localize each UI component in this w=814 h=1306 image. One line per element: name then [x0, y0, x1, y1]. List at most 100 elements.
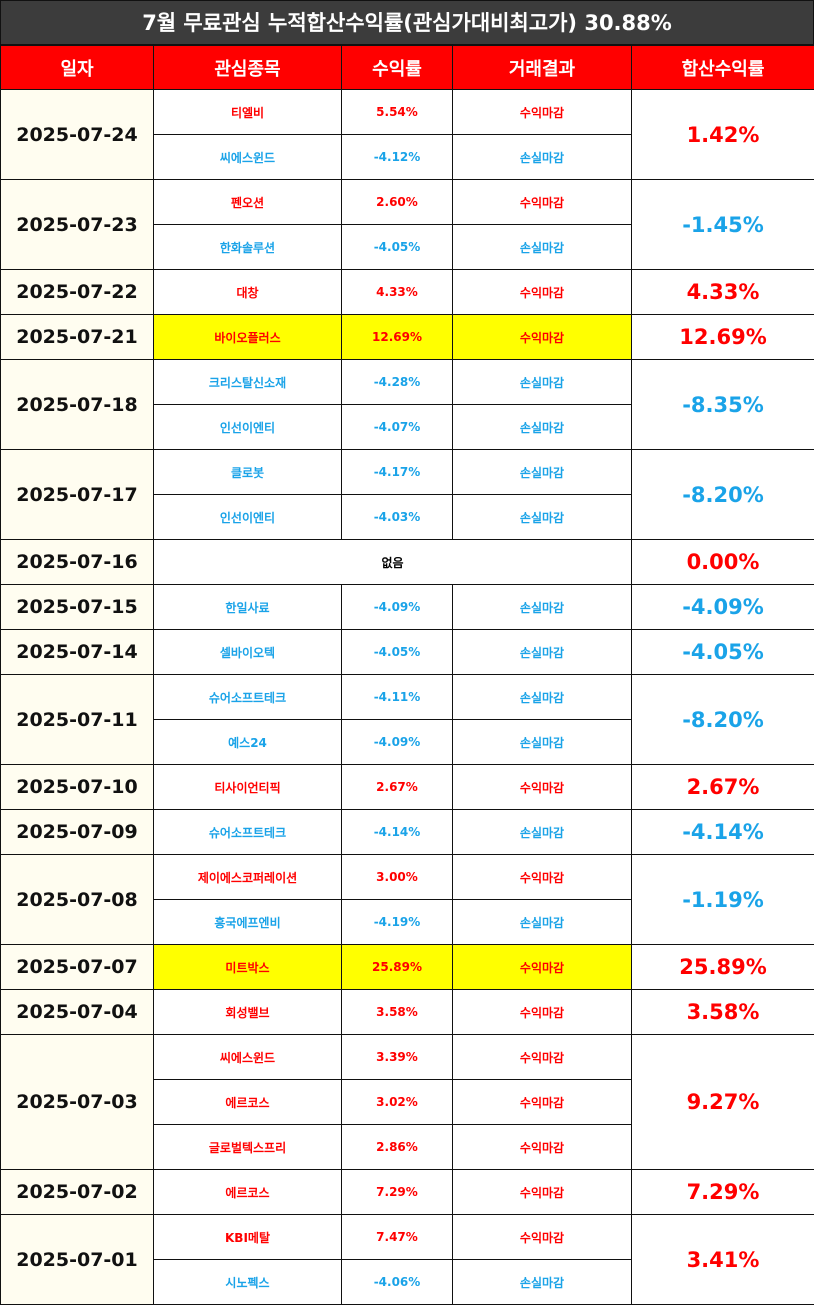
- result-cell: 손실마감: [452, 359, 632, 405]
- result-cell: 수익마감: [452, 764, 632, 810]
- date-cell: 2025-07-16: [0, 539, 154, 585]
- table-row: 2025-07-09 슈어소프트테크 -4.14% 손실마감 -4.14%: [0, 809, 814, 855]
- result-cell: 손실마감: [452, 629, 632, 675]
- return-cell: 4.33%: [341, 269, 453, 315]
- return-cell: 3.58%: [341, 989, 453, 1035]
- table-row: 2025-07-01 KBI메탈 7.47% 수익마감 3.41%: [0, 1214, 814, 1305]
- total-return-cell: 25.89%: [631, 944, 814, 990]
- header-date: 일자: [0, 45, 154, 90]
- result-cell: 손실마감: [452, 404, 632, 450]
- stock-name-cell: 시노펙스: [153, 1259, 342, 1305]
- return-cell: 25.89%: [341, 944, 453, 990]
- result-cell: 손실마감: [452, 1259, 632, 1305]
- table-row: 한화솔루션 -4.05% 손실마감: [1, 224, 814, 270]
- table-row: 에르코스 3.02% 수익마감: [1, 1079, 814, 1125]
- stock-name-cell: 대창: [153, 269, 342, 315]
- stock-name-cell: 티사이언티픽: [153, 764, 342, 810]
- table-row: 2025-07-07 미트박스 25.89% 수익마감 25.89%: [0, 944, 814, 990]
- return-cell: -4.11%: [341, 674, 453, 720]
- stock-name-cell: 크리스탈신소재: [153, 359, 342, 405]
- return-cell: -4.05%: [341, 224, 453, 270]
- result-cell: 수익마감: [452, 1214, 632, 1260]
- total-return-cell: -4.14%: [631, 809, 814, 855]
- return-cell: -4.03%: [341, 494, 453, 540]
- total-return-cell: 9.27%: [631, 1034, 814, 1170]
- table-row: 2025-07-02 에르코스 7.29% 수익마감 7.29%: [0, 1169, 814, 1215]
- stock-name-cell: 셀바이오텍: [153, 629, 342, 675]
- header-result: 거래결과: [452, 45, 632, 90]
- date-cell: 2025-07-09: [0, 809, 154, 855]
- return-cell: -4.17%: [341, 449, 453, 495]
- table-row: 2025-07-18 크리스탈신소재 -4.28% 손실마감 -8.35%: [0, 359, 814, 450]
- result-cell: 수익마감: [452, 854, 632, 900]
- total-return-cell: -8.20%: [631, 674, 814, 765]
- return-cell: -4.05%: [341, 629, 453, 675]
- date-cell: 2025-07-07: [0, 944, 154, 990]
- stock-name-cell: 글로벌텍스프리: [153, 1124, 342, 1170]
- stock-name-cell: 한화솔루션: [153, 224, 342, 270]
- table-row: 인선이엔티 -4.07% 손실마감: [1, 404, 814, 450]
- date-cell: 2025-07-01: [0, 1214, 154, 1305]
- return-cell: -4.12%: [341, 134, 453, 180]
- total-return-cell: 7.29%: [631, 1169, 814, 1215]
- date-cell: 2025-07-21: [0, 314, 154, 360]
- table-row: 씨에스윈드 -4.12% 손실마감: [1, 134, 814, 180]
- return-cell: 12.69%: [341, 314, 453, 360]
- date-cell: 2025-07-22: [0, 269, 154, 315]
- table-row: 흥국에프엔비 -4.19% 손실마감: [1, 899, 814, 945]
- stock-name-cell: 클로봇: [153, 449, 342, 495]
- total-return-cell: 4.33%: [631, 269, 814, 315]
- stock-name-cell: 인선이엔티: [153, 494, 342, 540]
- stock-name-cell: 인선이엔티: [153, 404, 342, 450]
- result-cell: 수익마감: [452, 269, 632, 315]
- stock-name-cell: 제이에스코퍼레이션: [153, 854, 342, 900]
- date-cell: 2025-07-17: [0, 449, 154, 540]
- total-return-cell: -4.05%: [631, 629, 814, 675]
- table-row: 시노펙스 -4.06% 손실마감: [1, 1259, 814, 1305]
- return-cell: 3.39%: [341, 1034, 453, 1080]
- return-cell: 7.29%: [341, 1169, 453, 1215]
- date-cell: 2025-07-08: [0, 854, 154, 945]
- return-cell: -4.06%: [341, 1259, 453, 1305]
- return-cell: -4.19%: [341, 899, 453, 945]
- table-row: 글로벌텍스프리 2.86% 수익마감: [1, 1124, 814, 1170]
- return-cell: 3.00%: [341, 854, 453, 900]
- return-cell: 2.67%: [341, 764, 453, 810]
- date-cell: 2025-07-02: [0, 1169, 154, 1215]
- table-row: 2025-07-22 대창 4.33% 수익마감 4.33%: [0, 269, 814, 315]
- return-cell: -4.09%: [341, 584, 453, 630]
- total-return-cell: 2.67%: [631, 764, 814, 810]
- result-cell: 손실마감: [452, 134, 632, 180]
- table-body: 2025-07-24 티엘비 5.54% 수익마감 1.42% 씨에스윈드 -4.12% 손실…: [0, 89, 814, 1305]
- result-cell: 손실마감: [452, 809, 632, 855]
- stock-name-cell: 에르코스: [153, 1079, 342, 1125]
- return-cell: 7.47%: [341, 1214, 453, 1260]
- total-return-cell: -1.19%: [631, 854, 814, 945]
- stock-name-cell: 한일사료: [153, 584, 342, 630]
- result-cell: 손실마감: [452, 449, 632, 495]
- total-return-cell: -8.20%: [631, 449, 814, 540]
- header-row: 일자 관심종목 수익률 거래결과 합산수익률: [0, 45, 814, 90]
- table-row: 2025-07-04 회성밸브 3.58% 수익마감 3.58%: [0, 989, 814, 1035]
- header-stock: 관심종목: [153, 45, 342, 90]
- stock-name-cell: 미트박스: [153, 944, 342, 990]
- result-cell: 수익마감: [452, 179, 632, 225]
- total-return-cell: 1.42%: [631, 89, 814, 180]
- table-row: 2025-07-03 씨에스윈드 3.39% 수익마감 9.27%: [0, 1034, 814, 1170]
- date-cell: 2025-07-10: [0, 764, 154, 810]
- date-cell: 2025-07-24: [0, 89, 154, 180]
- return-cell: 2.86%: [341, 1124, 453, 1170]
- table-row: 2025-07-16 없음 0.00%: [0, 539, 814, 585]
- header-total: 합산수익률: [631, 45, 814, 90]
- stock-name-cell: 흥국에프엔비: [153, 899, 342, 945]
- stock-name-cell: 씨에스윈드: [153, 134, 342, 180]
- return-cell: -4.07%: [341, 404, 453, 450]
- date-cell: 2025-07-15: [0, 584, 154, 630]
- date-cell: 2025-07-14: [0, 629, 154, 675]
- stock-name-cell: 회성밸브: [153, 989, 342, 1035]
- stock-name-cell: 바이오플러스: [153, 314, 342, 360]
- report-title: 7월 무료관심 누적합산수익률(관심가대비최고가) 30.88%: [0, 0, 814, 45]
- date-cell: 2025-07-04: [0, 989, 154, 1035]
- table-row: 2025-07-08 제이에스코퍼레이션 3.00% 수익마감 -1.19%: [0, 854, 814, 945]
